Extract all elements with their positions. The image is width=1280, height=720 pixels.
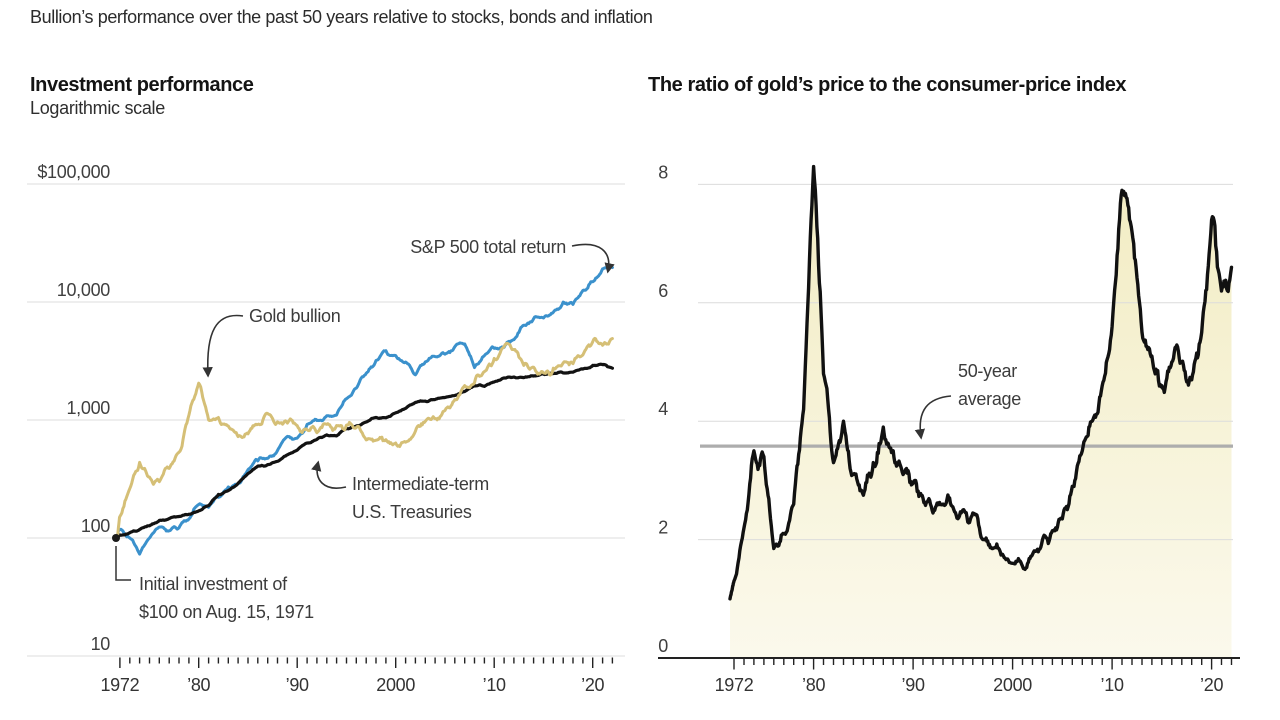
right-chart-plot: 8 6 4 2 0 1972 ’80 ’90 2000 ’10 ’20 50-year average bbox=[658, 162, 1240, 695]
annotation-text: U.S. Treasuries bbox=[352, 502, 472, 522]
annotation-text: Intermediate-term bbox=[352, 474, 489, 494]
annotation-arrow bbox=[202, 314, 244, 378]
x-axis-label: ’80 bbox=[187, 675, 210, 695]
annotation-connector bbox=[115, 546, 131, 581]
annotation-arrow bbox=[571, 243, 615, 274]
annotation-initial: Initial investment of $100 on Aug. 15, 19… bbox=[115, 546, 314, 622]
right-x-ticks bbox=[733, 659, 1233, 670]
x-axis-label: ’90 bbox=[902, 675, 925, 695]
right-chart-title: The ratio of gold’s price to the consume… bbox=[648, 74, 1127, 96]
annotation-avg: 50-year average bbox=[914, 361, 1022, 440]
y-axis-label: $100,000 bbox=[37, 162, 110, 182]
initial-investment-dot bbox=[112, 534, 120, 542]
y-axis-label: 8 bbox=[658, 162, 668, 182]
annotation-treasuries: Intermediate-term U.S. Treasuries bbox=[311, 460, 489, 522]
x-axis-label: ’20 bbox=[1200, 675, 1223, 695]
y-axis-label: 0 bbox=[658, 636, 668, 656]
right-x-axis-labels: 1972 ’80 ’90 2000 ’10 ’20 bbox=[715, 675, 1224, 695]
ratio-line bbox=[728, 164, 1234, 601]
left-y-axis-labels: $100,000 10,000 1,000 100 10 bbox=[37, 162, 110, 654]
right-y-axis-labels: 8 6 4 2 0 bbox=[658, 162, 668, 656]
left-x-axis-labels: 1972 ’80 ’90 2000 ’10 ’20 bbox=[100, 675, 604, 695]
y-axis-label: 100 bbox=[81, 516, 110, 536]
x-axis-label: 2000 bbox=[376, 675, 415, 695]
x-axis-label: ’80 bbox=[802, 675, 825, 695]
x-axis-label: ’90 bbox=[286, 675, 309, 695]
x-axis-label: ’10 bbox=[1101, 675, 1124, 695]
x-axis-label: 2000 bbox=[993, 675, 1032, 695]
left-chart-plot: $100,000 10,000 1,000 100 10 1972 ’80 ’90 2000 ’1… bbox=[27, 162, 625, 695]
annotation-text: $100 on Aug. 15, 1971 bbox=[139, 602, 314, 622]
annotation-text: S&P 500 total return bbox=[410, 237, 566, 257]
annotation-text: Initial investment of bbox=[139, 574, 288, 594]
y-axis-label: 10,000 bbox=[57, 280, 111, 300]
annotation-sp500: S&P 500 total return bbox=[410, 237, 615, 274]
left-chart-subtitle: Logarithmic scale bbox=[30, 98, 165, 118]
y-axis-label: 10 bbox=[91, 634, 111, 654]
annotation-arrow bbox=[914, 395, 952, 440]
treasuries-line bbox=[114, 362, 614, 540]
y-axis-label: 1,000 bbox=[66, 398, 110, 418]
x-axis-label: ’10 bbox=[483, 675, 506, 695]
x-axis-label: 1972 bbox=[715, 675, 754, 695]
page-title: Bullion’s performance over the past 50 y… bbox=[30, 7, 653, 27]
x-axis-label: 1972 bbox=[100, 675, 139, 695]
y-axis-label: 2 bbox=[658, 518, 668, 538]
annotation-text: average bbox=[958, 389, 1021, 409]
ratio-area bbox=[730, 166, 1232, 657]
annotation-gold: Gold bullion bbox=[202, 306, 341, 378]
annotation-text: Gold bullion bbox=[249, 306, 340, 326]
x-axis-label: ’20 bbox=[581, 675, 604, 695]
annotation-text: 50-year bbox=[958, 361, 1017, 381]
annotation-arrow bbox=[311, 460, 347, 489]
sp500-line bbox=[114, 264, 614, 556]
left-x-ticks bbox=[119, 657, 614, 668]
right-gridlines bbox=[698, 183, 1233, 541]
left-chart-title: Investment performance bbox=[30, 74, 254, 96]
y-axis-label: 4 bbox=[658, 399, 668, 419]
gold-line bbox=[114, 336, 614, 540]
y-axis-label: 6 bbox=[658, 281, 668, 301]
